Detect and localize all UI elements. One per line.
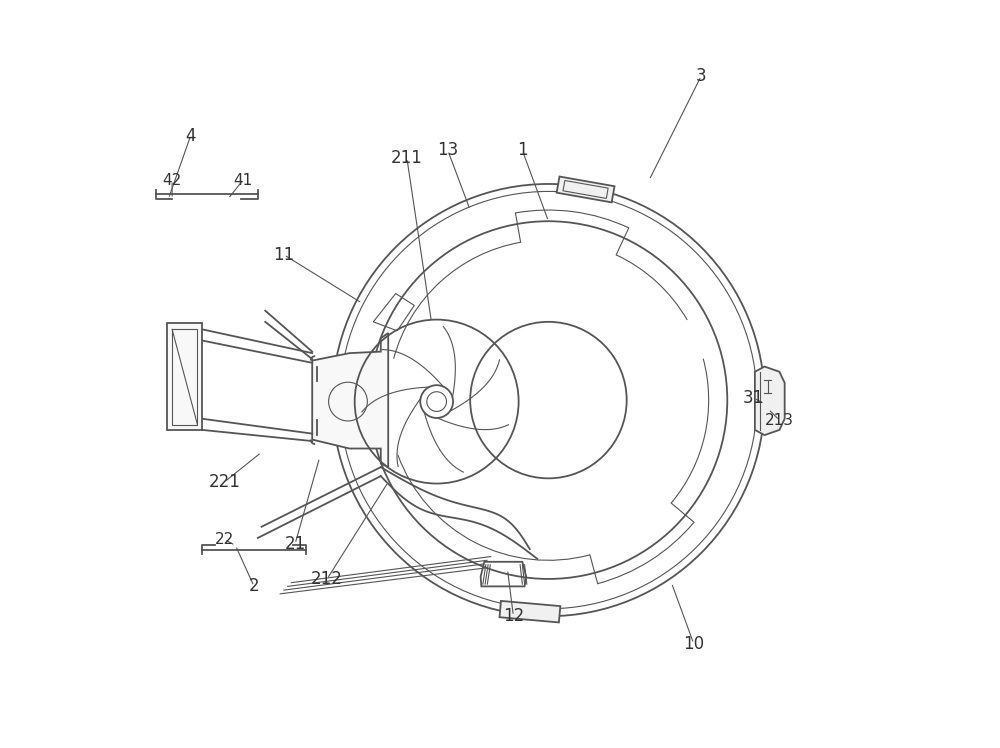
Text: 212: 212 <box>311 570 343 588</box>
Text: 11: 11 <box>273 246 295 264</box>
Text: 3: 3 <box>696 67 707 85</box>
Polygon shape <box>755 367 785 435</box>
Polygon shape <box>557 177 615 203</box>
Text: 211: 211 <box>391 149 423 167</box>
Text: 1: 1 <box>517 141 528 159</box>
Polygon shape <box>312 333 388 468</box>
Text: 221: 221 <box>208 473 240 491</box>
Polygon shape <box>167 323 202 430</box>
Text: 2: 2 <box>249 577 259 595</box>
Text: 4: 4 <box>185 126 196 144</box>
Text: 213: 213 <box>765 413 794 428</box>
Text: 41: 41 <box>233 173 253 188</box>
Text: 22: 22 <box>215 532 234 547</box>
Polygon shape <box>500 601 560 622</box>
Text: 10: 10 <box>683 635 704 653</box>
Text: 31: 31 <box>743 389 764 407</box>
Text: 13: 13 <box>437 141 458 159</box>
Text: 21: 21 <box>284 535 306 553</box>
Text: 42: 42 <box>162 173 182 188</box>
Text: 12: 12 <box>503 607 524 625</box>
